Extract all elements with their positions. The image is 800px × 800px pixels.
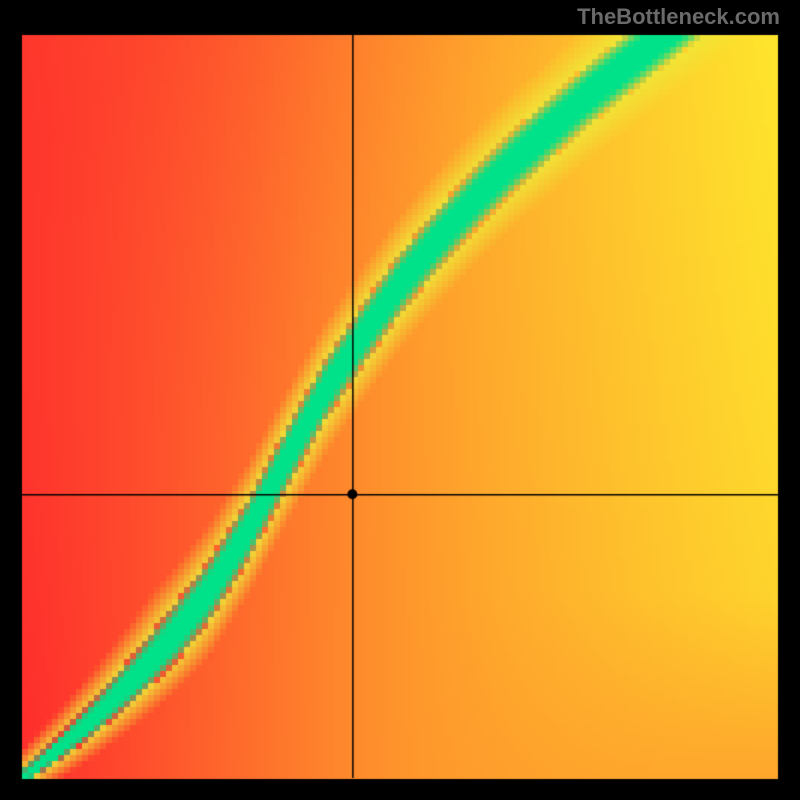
- bottleneck-heatmap: [0, 0, 800, 800]
- chart-container: TheBottleneck.com: [0, 0, 800, 800]
- attribution-label: TheBottleneck.com: [577, 4, 780, 30]
